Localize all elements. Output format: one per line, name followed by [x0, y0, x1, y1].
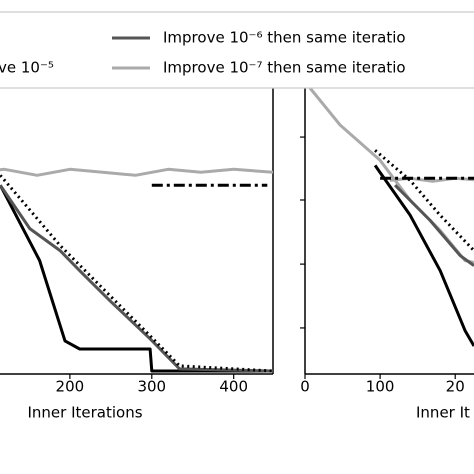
- x-tick-label: 0: [300, 378, 310, 396]
- series-line: [0, 184, 274, 373]
- x-tick-label: 400: [219, 378, 248, 396]
- series-line: [0, 174, 274, 373]
- x-tick-label: 300: [137, 378, 166, 396]
- series-line: [0, 167, 274, 177]
- legend-label: Improve 10⁻⁷ then same iteratio: [163, 59, 406, 77]
- x-axis-label: Inner It: [416, 404, 470, 422]
- x-tick-label: 200: [56, 378, 85, 396]
- series-line: [374, 149, 474, 252]
- x-tick-label: 100: [366, 378, 395, 396]
- legend-box: [0, 11, 474, 89]
- x-tick-label: 20: [446, 378, 465, 396]
- series-line: [394, 184, 474, 267]
- series-line: [308, 87, 474, 265]
- legend-label: Improve 10⁻⁶ then same iteratio: [163, 29, 406, 47]
- x-axis-label: Inner Iterations: [27, 404, 142, 422]
- series-line: [373, 164, 474, 347]
- legend-label: ve 10⁻⁵: [0, 59, 54, 77]
- series-line: [0, 184, 273, 373]
